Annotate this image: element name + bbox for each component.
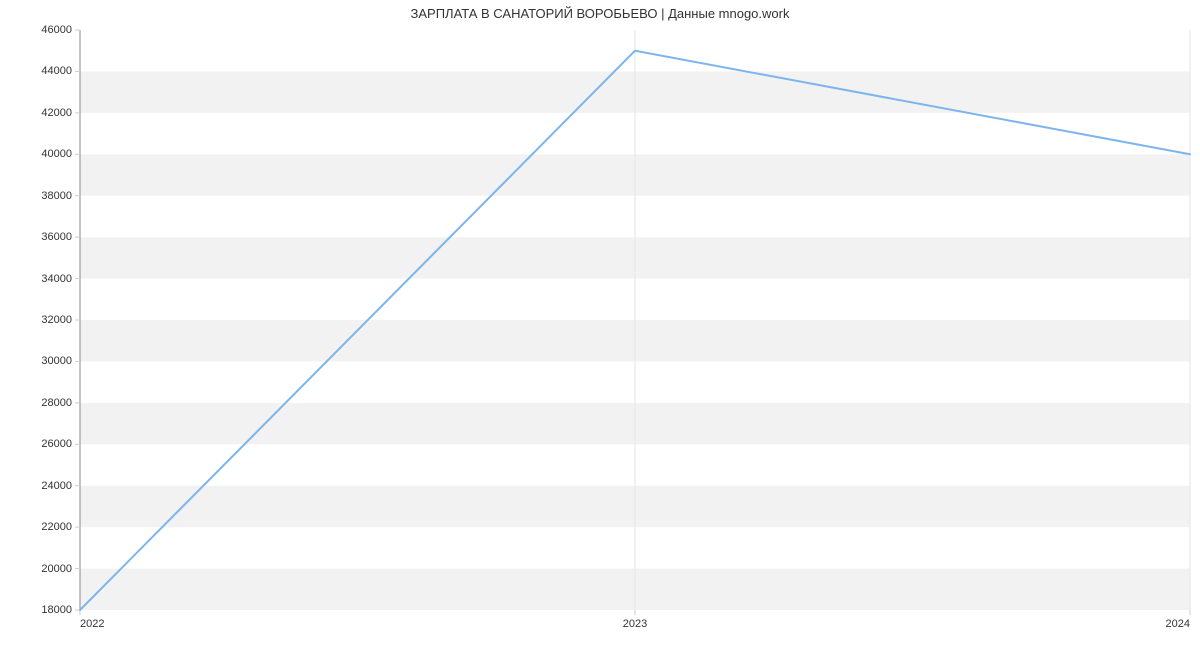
x-tick-label: 2023 [623,618,647,630]
y-tick-label: 42000 [41,107,72,119]
y-tick-label: 24000 [41,480,72,492]
plot-svg [80,30,1190,610]
y-tick-label: 38000 [41,190,72,202]
y-tick-label: 44000 [41,65,72,77]
y-tick-label: 40000 [41,148,72,160]
x-tick-label: 2024 [1166,618,1190,630]
y-tick-label: 28000 [41,397,72,409]
y-tick-label: 22000 [41,521,72,533]
chart-container: ЗАРПЛАТА В САНАТОРИЙ ВОРОБЬЕВО | Данные … [0,0,1200,650]
plot-area: 1800020000220002400026000280003000032000… [80,30,1190,610]
y-tick-label: 34000 [41,273,72,285]
y-tick-label: 18000 [41,604,72,616]
x-tick-label: 2022 [80,618,104,630]
y-tick-label: 20000 [41,563,72,575]
chart-title: ЗАРПЛАТА В САНАТОРИЙ ВОРОБЬЕВО | Данные … [0,6,1200,21]
y-tick-label: 36000 [41,231,72,243]
y-tick-label: 46000 [41,24,72,36]
y-tick-label: 26000 [41,438,72,450]
y-tick-label: 32000 [41,314,72,326]
y-tick-label: 30000 [41,355,72,367]
